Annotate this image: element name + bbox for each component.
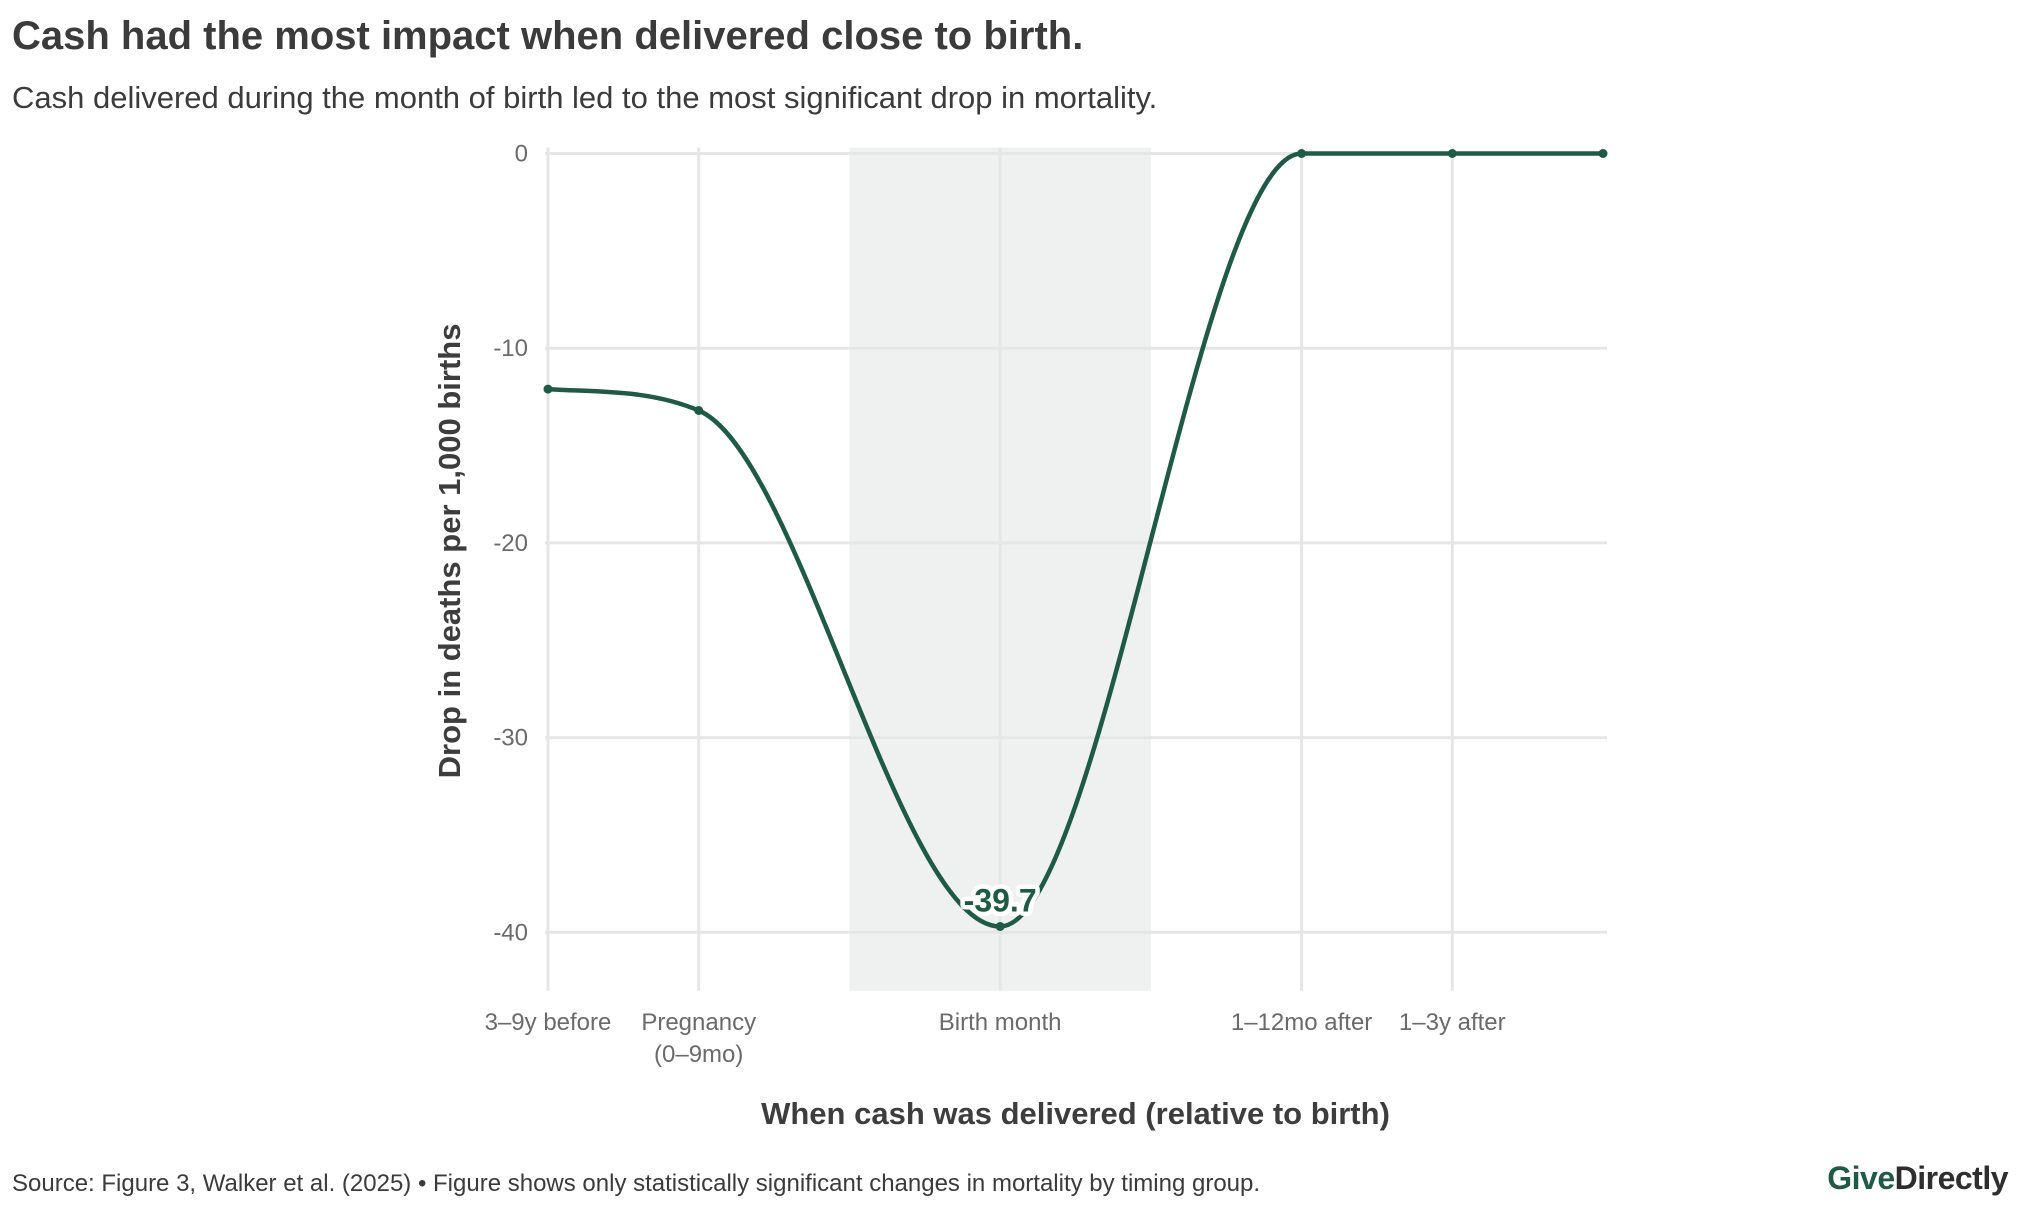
y-tick-label: 0 xyxy=(515,141,528,168)
x-tick-label: 3–9y before xyxy=(485,1009,612,1036)
y-axis-title: Drop in deaths per 1,000 births xyxy=(432,324,467,779)
series-layer xyxy=(543,149,1608,931)
y-tick-label: -20 xyxy=(493,530,528,557)
data-point xyxy=(1297,149,1307,158)
data-point xyxy=(1598,149,1608,158)
x-tick-label: Pregnancy (0–9mo) xyxy=(641,1009,756,1068)
series-line xyxy=(545,151,1606,929)
value-label-min: -39.7 xyxy=(964,882,1037,918)
brand-give: Give xyxy=(1827,1160,1895,1196)
data-point xyxy=(694,406,704,416)
x-axis-title: When cash was delivered (relative to bir… xyxy=(761,1096,1390,1131)
y-tick-label: -30 xyxy=(493,725,528,752)
x-tick-label: 1–12mo after xyxy=(1231,1009,1372,1036)
data-point xyxy=(1447,149,1457,158)
chart-title: Cash had the most impact when delivered … xyxy=(12,14,1084,58)
x-tick-label: 1–3y after xyxy=(1399,1009,1506,1036)
brand-directly: Directly xyxy=(1894,1160,2009,1196)
data-labels: -39.7 xyxy=(959,878,1041,923)
x-axis-ticks: 3–9y before Pregnancy (0–9mo) Birth month 1–… xyxy=(485,1009,1506,1068)
givedirectly-logo: GiveDirectly xyxy=(1827,1160,2008,1197)
source-note: Source: Figure 3, Walker et al. (2025) •… xyxy=(12,1170,1261,1197)
y-tick-label: -10 xyxy=(493,335,528,362)
chart-subtitle: Cash delivered during the month of birth… xyxy=(12,80,1158,115)
y-tick-label: -40 xyxy=(493,919,528,946)
data-point xyxy=(995,921,1005,931)
y-axis-ticks: 0 -10 -20 -30 -40 xyxy=(493,141,528,947)
gridlines xyxy=(545,147,1607,991)
x-tick-label: Birth month xyxy=(939,1009,1062,1036)
data-point xyxy=(543,384,553,394)
